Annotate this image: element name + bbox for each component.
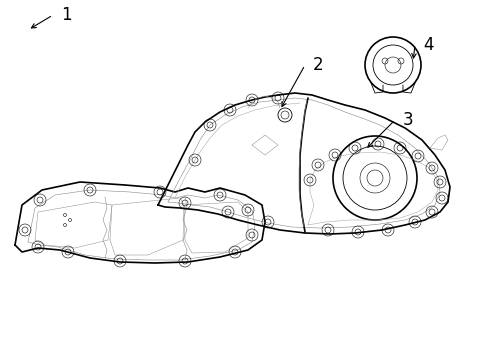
Text: 3: 3 xyxy=(403,111,414,129)
Text: 2: 2 xyxy=(313,56,323,74)
Text: 4: 4 xyxy=(423,36,434,54)
Text: 1: 1 xyxy=(61,6,72,24)
